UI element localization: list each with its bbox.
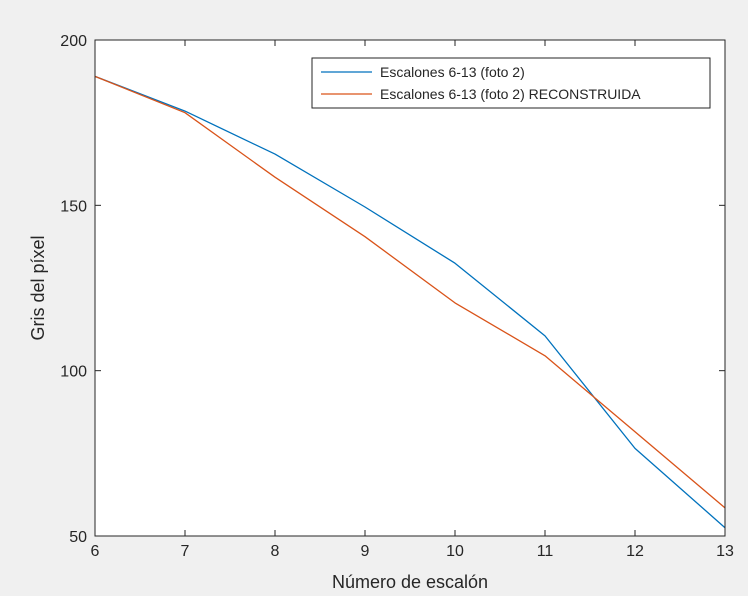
axes-background	[95, 40, 725, 536]
x-tick-label: 10	[446, 543, 464, 560]
axes-box	[94, 39, 726, 537]
y-tick-label: 150	[60, 198, 87, 215]
x-tick-label: 12	[626, 543, 644, 560]
legend-label-2: Escalones 6-13 (foto 2) RECONSTRUIDA	[380, 86, 641, 102]
x-tick-label: 9	[361, 543, 370, 560]
series-layer	[94, 75, 726, 529]
y-axis-label: Gris del píxel	[28, 235, 48, 340]
y-tick-label: 50	[69, 529, 87, 546]
y-tick-label: 100	[60, 364, 87, 381]
legend-label-1: Escalones 6-13 (foto 2)	[380, 64, 525, 80]
x-tick-label: 11	[537, 543, 554, 560]
x-tick-label: 7	[181, 543, 190, 560]
x-axis-label: Número de escalón	[332, 572, 488, 592]
series-line-1	[94, 75, 726, 529]
series-line-2	[94, 75, 726, 509]
legend-box	[311, 57, 711, 109]
x-tick-label: 6	[91, 543, 100, 560]
x-tick-label: 13	[716, 543, 734, 560]
ticks-layer: 6 7 8 9 10 11 12 13 50 100 150 200	[60, 33, 734, 560]
x-tick-label: 8	[271, 543, 280, 560]
y-tick-label: 200	[60, 33, 87, 50]
legend: Escalones 6-13 (foto 2) Escalones 6-13 (f…	[311, 57, 711, 109]
